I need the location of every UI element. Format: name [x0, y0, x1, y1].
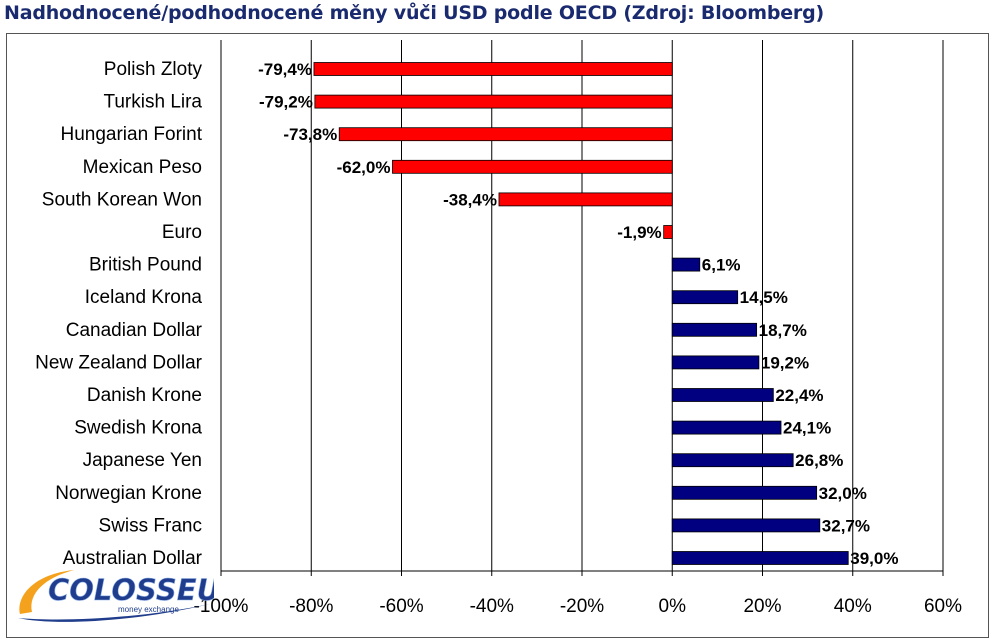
- bar: [671, 420, 782, 435]
- bar: [671, 355, 760, 370]
- bar: [314, 94, 673, 109]
- category-label: Hungarian Forint: [60, 124, 202, 145]
- data-label: 32,0%: [819, 484, 867, 503]
- bars: [313, 62, 849, 565]
- chart-frame: [6, 33, 989, 638]
- data-label: 26,8%: [795, 451, 843, 470]
- category-label: Polish Zloty: [104, 59, 203, 80]
- x-axis: -100% -80% -60% -40% -20% 0% 20% 40% 60%: [194, 40, 962, 617]
- category-label: Australian Dollar: [63, 548, 203, 569]
- data-label: 19,2%: [761, 353, 809, 372]
- category-label: British Pound: [89, 255, 202, 276]
- bar: [663, 225, 673, 239]
- x-tick-label: 60%: [924, 596, 962, 617]
- value-labels: -79,4% -79,2% -73,8%-62,0% -38,4% -1,9% 6,1% 1…: [258, 60, 898, 568]
- data-label: 14,5%: [740, 288, 788, 307]
- bar: [338, 127, 673, 142]
- data-label: -62,0%: [337, 158, 391, 177]
- page-title: Nadhodnocené/podhodnocené měny vůči USD …: [4, 2, 824, 24]
- bar: [498, 192, 673, 207]
- category-label: Norwegian Krone: [55, 483, 202, 504]
- category-label: South Korean Won: [42, 189, 202, 210]
- bar: [671, 518, 821, 533]
- data-label: -73,8%: [283, 125, 337, 144]
- bar: [313, 62, 673, 76]
- category-label: Iceland Krona: [85, 287, 203, 308]
- category-label: Swiss Franc: [99, 515, 202, 536]
- x-tick-label: -20%: [560, 596, 604, 617]
- colosseum-logo: COLOSSEUM money exchange: [18, 570, 214, 622]
- x-tick-label: 20%: [743, 596, 781, 617]
- data-label: -38,4%: [443, 190, 497, 209]
- category-label: Japanese Yen: [83, 450, 202, 471]
- x-tick-label: -60%: [379, 596, 423, 617]
- category-label: Turkish Lira: [103, 92, 202, 113]
- logo-swoosh-blue: [18, 604, 210, 622]
- x-tick-label: 40%: [834, 596, 872, 617]
- category-label: Danish Krone: [87, 385, 202, 406]
- data-label: 32,7%: [822, 516, 870, 535]
- data-label: 24,1%: [783, 419, 831, 438]
- bar: [671, 322, 758, 337]
- x-tick-label: -100%: [194, 596, 249, 617]
- data-label: -1,9%: [617, 223, 661, 242]
- bar: [671, 551, 849, 565]
- bar: [671, 290, 739, 305]
- x-tick-label: -40%: [470, 596, 514, 617]
- data-label: -79,2%: [259, 93, 313, 112]
- bar: [671, 485, 818, 500]
- logo-text: COLOSSEUM: [48, 573, 214, 607]
- data-label: 18,7%: [759, 321, 807, 340]
- data-label: -79,4%: [258, 60, 312, 79]
- bar: [671, 453, 794, 468]
- logo-subtext: money exchange: [118, 605, 179, 614]
- category-label: Euro: [162, 222, 202, 243]
- x-tick-label: -80%: [289, 596, 333, 617]
- bar: [671, 257, 701, 272]
- category-labels: Polish Zloty Turkish Lira Hungarian Forint…: [35, 59, 203, 569]
- logo-swoosh-orange: [19, 570, 75, 614]
- data-label: 39,0%: [850, 549, 898, 568]
- category-label: New Zealand Dollar: [35, 352, 203, 373]
- bar: [392, 159, 673, 174]
- data-label: 22,4%: [775, 386, 823, 405]
- category-label: Swedish Krona: [74, 418, 202, 439]
- category-label: Mexican Peso: [83, 157, 202, 178]
- data-label: 6,1%: [702, 256, 741, 275]
- x-tick-label: 0%: [659, 596, 687, 617]
- category-label: Canadian Dollar: [66, 320, 203, 341]
- bar: [671, 388, 774, 402]
